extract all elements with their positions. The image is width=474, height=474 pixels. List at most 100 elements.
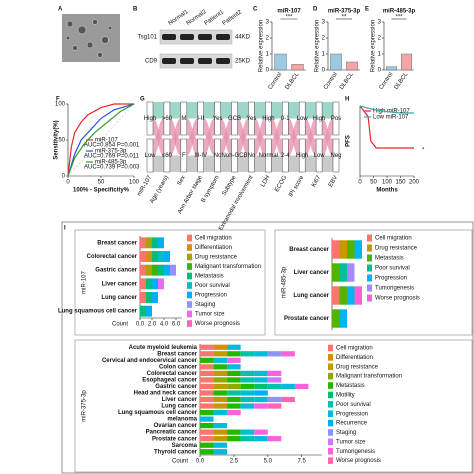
x-axis-label: 100% - Specificity% (73, 188, 130, 194)
bar-segment (158, 264, 164, 276)
bar-segment (354, 240, 362, 259)
bar-segment (200, 357, 214, 363)
panel-i-frame (61, 221, 474, 474)
sankey-node-label: 2-4 (281, 153, 290, 159)
x-tick-label: 200 (409, 180, 420, 186)
sankey-flow (271, 118, 283, 156)
legend-label: Progression (336, 411, 368, 417)
vesicle (92, 19, 98, 25)
legend-swatch (328, 429, 333, 436)
legend-label: Cell migration (195, 236, 232, 242)
legend-annotation: AUC=0.854 P=0.001 (84, 143, 140, 149)
sankey-node-label: Low (297, 116, 309, 122)
sankey-node (231, 138, 238, 173)
legend-swatch (367, 254, 372, 262)
bar-segment (227, 383, 241, 390)
bar-segment (281, 396, 295, 403)
sankey-flow (237, 155, 249, 172)
legend-swatch (328, 372, 333, 380)
y-tick-label: 2 (266, 36, 270, 42)
sankey-node-label: 0-1 (281, 116, 290, 122)
legend-swatch (367, 234, 372, 242)
bar-segment (227, 429, 241, 435)
sankey-node (315, 138, 323, 173)
legend-swatch (328, 391, 333, 399)
legend-label: Low miR-107 (373, 115, 409, 121)
sankey-node-label: Yes (213, 116, 223, 122)
bar-segment (254, 351, 268, 357)
blot-band (180, 34, 194, 40)
sankey-flow (169, 155, 181, 172)
bar-segment (254, 429, 268, 435)
legend-label: Progression (195, 293, 227, 299)
bar-segment (146, 264, 152, 276)
bar-segment (200, 416, 214, 422)
legend-swatch (367, 244, 372, 252)
legend-swatch (187, 234, 192, 242)
bar-segment (267, 403, 282, 409)
category-label: Lung cancer (293, 293, 329, 299)
blot-band (216, 34, 230, 40)
sankey-node-label: ≤60 (162, 153, 173, 159)
significance: *** (395, 15, 403, 21)
sankey-flow (288, 102, 300, 119)
bar-segment (146, 305, 152, 317)
legend-label: Recurrence (336, 421, 368, 427)
legend-label: miR-107 (95, 138, 118, 144)
sankey-node-label: III-IV (194, 153, 207, 159)
sankey-node (265, 138, 272, 173)
x-tick-label: 50 (370, 180, 377, 186)
category-label: Liver cancer (162, 397, 198, 403)
x-tick-label: 100 (129, 180, 140, 186)
sankey-node (231, 101, 238, 136)
bar-segment (200, 436, 214, 442)
bar (330, 53, 342, 71)
bar-segment (347, 240, 355, 259)
sankey-node-label: Yes (247, 116, 257, 122)
legend-swatch (328, 419, 333, 427)
sankey-flow (153, 155, 164, 172)
category-label: Lung cancer (161, 404, 197, 410)
sankey-flow (288, 118, 300, 156)
panel-letter: E (365, 7, 369, 13)
sankey-flow (203, 118, 215, 156)
bar-segment (240, 396, 255, 403)
legend-swatch (367, 294, 372, 302)
legend-label: Metastasis (336, 383, 365, 389)
vesicle (66, 20, 74, 28)
bar-segment (213, 383, 228, 390)
sankey-node-label: F (182, 153, 186, 159)
bar-segment (213, 370, 228, 376)
bar-segment (227, 377, 241, 383)
sankey-node-label: High (144, 116, 156, 122)
bar-segment (227, 357, 241, 363)
bar-segment (254, 377, 268, 383)
sankey-flow (186, 118, 198, 156)
category-label: Colorectal cancer (147, 371, 198, 377)
legend-label: Poor survival (195, 283, 230, 289)
x-tick-label: 0 (358, 180, 362, 186)
sankey-flow (186, 155, 198, 172)
bar-segment (158, 237, 164, 249)
blot-strip (159, 29, 233, 45)
chart-title: miR-107 (277, 9, 301, 15)
sankey-axis-label: EBV (328, 175, 339, 188)
legend-label: Worse prognosis (375, 296, 420, 302)
x-axis-label: Months (376, 188, 398, 194)
bar-segment (267, 351, 282, 357)
bar (291, 64, 304, 71)
legend-swatch (328, 344, 333, 352)
sankey-node (298, 101, 306, 136)
sankey-node (146, 138, 154, 173)
sankey-node-label: I-II (197, 116, 204, 122)
bar-segment (332, 309, 340, 328)
legend-swatch (187, 320, 192, 327)
legend-label: Tumor size (195, 312, 225, 318)
y-tick-label: 1 (266, 52, 270, 58)
legend-label: Staging (336, 430, 356, 436)
bar-segment (227, 344, 241, 350)
sankey-flow (254, 155, 266, 172)
legend-label: Poor survival (375, 266, 410, 272)
bar-segment (267, 436, 282, 442)
sankey-flow (153, 118, 164, 156)
